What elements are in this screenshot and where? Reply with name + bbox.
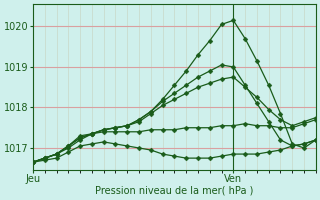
X-axis label: Pression niveau de la mer( hPa ): Pression niveau de la mer( hPa ) (95, 186, 253, 196)
